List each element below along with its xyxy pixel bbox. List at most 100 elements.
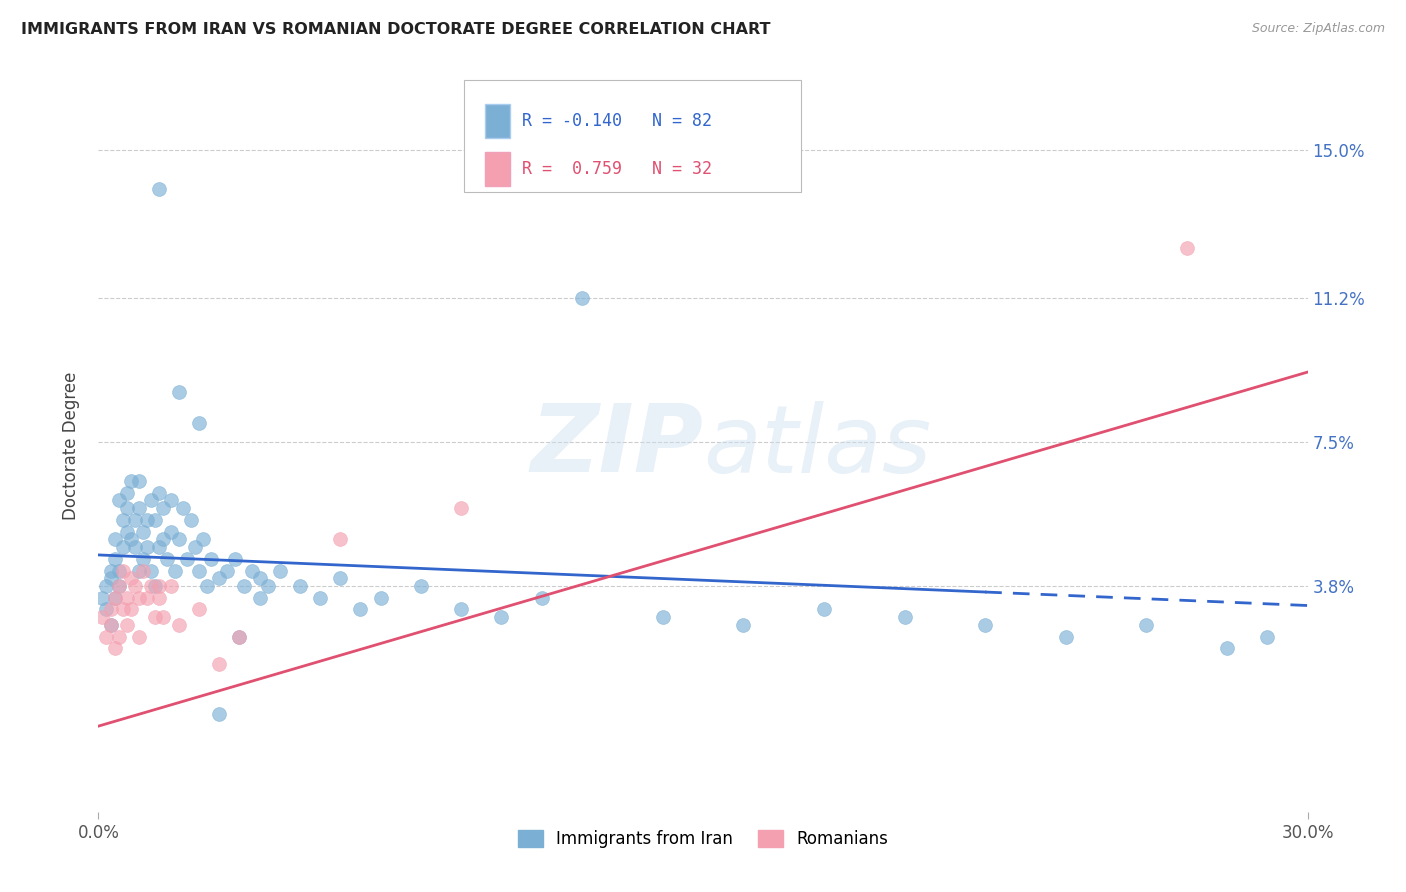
Point [139, 579, 162, 593]
Point [188, 416, 211, 430]
Point [329, 533, 352, 547]
Text: Source: ZipAtlas.com: Source: ZipAtlas.com [1251, 22, 1385, 36]
Point [107, 579, 129, 593]
Legend: Immigrants from Iran, Romanians: Immigrants from Iran, Romanians [512, 823, 894, 855]
Point [107, 564, 129, 578]
Point [148, 579, 170, 593]
Point [256, 579, 278, 593]
Point [91, 591, 114, 605]
Point [128, 501, 150, 516]
Point [96, 630, 118, 644]
Point [148, 591, 170, 605]
Point [128, 564, 150, 578]
Point [96, 579, 118, 593]
Point [124, 540, 146, 554]
Point [103, 533, 125, 547]
Point [329, 571, 352, 585]
Text: ZIP: ZIP [530, 400, 703, 492]
Point [132, 551, 155, 566]
Point [135, 591, 157, 605]
Point [409, 579, 432, 593]
Point [152, 533, 174, 547]
Point [132, 524, 155, 539]
Point [974, 618, 997, 632]
Point [143, 579, 166, 593]
Point [733, 618, 755, 632]
Point [148, 182, 170, 196]
Point [160, 579, 183, 593]
Point [111, 564, 134, 578]
Point [100, 618, 122, 632]
Point [217, 564, 239, 578]
Point [893, 610, 915, 624]
Point [100, 602, 122, 616]
Point [1054, 630, 1077, 644]
Point [167, 533, 190, 547]
Point [111, 540, 134, 554]
Point [100, 618, 122, 632]
Point [180, 513, 202, 527]
Point [111, 602, 134, 616]
Text: atlas: atlas [703, 401, 931, 491]
Point [188, 564, 211, 578]
Text: R =  0.759   N = 32: R = 0.759 N = 32 [522, 160, 711, 178]
Point [309, 591, 332, 605]
Point [450, 501, 472, 516]
Point [103, 591, 125, 605]
Point [107, 630, 129, 644]
Point [128, 630, 150, 644]
Point [208, 707, 231, 722]
Point [152, 501, 174, 516]
Point [152, 610, 174, 624]
Point [163, 564, 186, 578]
Point [172, 501, 194, 516]
Point [176, 551, 198, 566]
Point [128, 591, 150, 605]
Point [1216, 641, 1239, 656]
Point [143, 513, 166, 527]
Point [115, 485, 138, 500]
Point [135, 540, 157, 554]
Point [249, 571, 271, 585]
Text: IMMIGRANTS FROM IRAN VS ROMANIAN DOCTORATE DEGREE CORRELATION CHART: IMMIGRANTS FROM IRAN VS ROMANIAN DOCTORA… [21, 22, 770, 37]
Text: R = -0.140   N = 82: R = -0.140 N = 82 [522, 112, 711, 129]
Point [100, 564, 122, 578]
Point [107, 493, 129, 508]
Point [96, 602, 118, 616]
Point [103, 641, 125, 656]
Point [160, 524, 183, 539]
Point [135, 513, 157, 527]
Point [128, 474, 150, 488]
Point [156, 551, 179, 566]
Point [813, 602, 835, 616]
Point [160, 493, 183, 508]
Point [115, 501, 138, 516]
Point [124, 579, 146, 593]
Point [240, 564, 263, 578]
Point [224, 551, 246, 566]
Point [148, 485, 170, 500]
Point [1175, 241, 1198, 255]
Point [115, 591, 138, 605]
Point [139, 564, 162, 578]
Point [124, 513, 146, 527]
Point [249, 591, 271, 605]
Point [103, 551, 125, 566]
Point [120, 571, 142, 585]
Point [349, 602, 371, 616]
Point [232, 579, 254, 593]
Point [651, 610, 673, 624]
Point [184, 540, 207, 554]
Point [115, 524, 138, 539]
Point [571, 291, 593, 305]
Point [107, 579, 129, 593]
Point [195, 579, 218, 593]
Point [143, 610, 166, 624]
Point [111, 513, 134, 527]
Point [208, 657, 231, 671]
Point [450, 602, 472, 616]
Point [167, 618, 190, 632]
Point [139, 493, 162, 508]
Point [530, 591, 553, 605]
Point [193, 533, 215, 547]
